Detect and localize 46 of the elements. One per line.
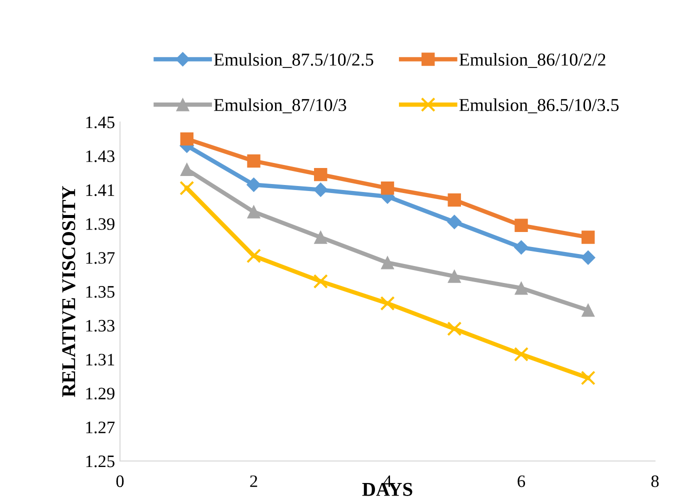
point (380, 296, 395, 311)
point (247, 205, 260, 218)
point (448, 270, 461, 283)
legend-label: Emulsion_87.5/10/2.5 (214, 53, 374, 68)
point (246, 177, 261, 192)
point (180, 162, 194, 176)
y-tick-label: 1.37 (86, 252, 115, 264)
point (180, 132, 194, 146)
point (314, 168, 328, 182)
y-tick-label: 1.35 (86, 286, 114, 298)
y-tick-label: 1.33 (86, 320, 114, 332)
point (580, 370, 596, 386)
point (514, 240, 528, 255)
y-tick-label: 1.39 (86, 218, 114, 230)
point (380, 182, 394, 195)
y-tick-label: 1.27 (86, 422, 115, 434)
y-tick-label: 1.31 (86, 354, 114, 366)
y-tick-label: 1.25 (86, 456, 114, 468)
point (514, 346, 529, 362)
y-tick-label: 1.29 (86, 388, 114, 400)
point (447, 321, 462, 336)
x-tick-label: 0 (116, 475, 124, 488)
point (247, 154, 260, 168)
y-tick-label: 1.43 (86, 150, 114, 162)
point (180, 180, 194, 196)
y-axis-title: RELATIVE VISCOSITY (62, 186, 76, 397)
point (246, 248, 262, 264)
point (447, 214, 462, 230)
x-tick-label: 2 (250, 475, 258, 487)
point (313, 274, 328, 289)
point (514, 218, 528, 232)
legend-label: Emulsion_86/10/2/2 (459, 53, 606, 68)
point (380, 256, 394, 270)
legend-label: Emulsion_87/10/3 (214, 98, 346, 114)
point (580, 250, 596, 265)
point (582, 304, 595, 317)
y-tick-label: 1.41 (86, 184, 114, 196)
y-tick-label: 1.45 (86, 116, 114, 128)
point (514, 282, 528, 295)
x-tick-label: 8 (651, 475, 659, 488)
x-tick-label: 6 (518, 475, 526, 488)
point (582, 230, 595, 244)
point (313, 182, 328, 198)
legend-label: Emulsion_86.5/10/3.5 (459, 98, 619, 114)
point (314, 230, 328, 244)
point (448, 193, 461, 207)
